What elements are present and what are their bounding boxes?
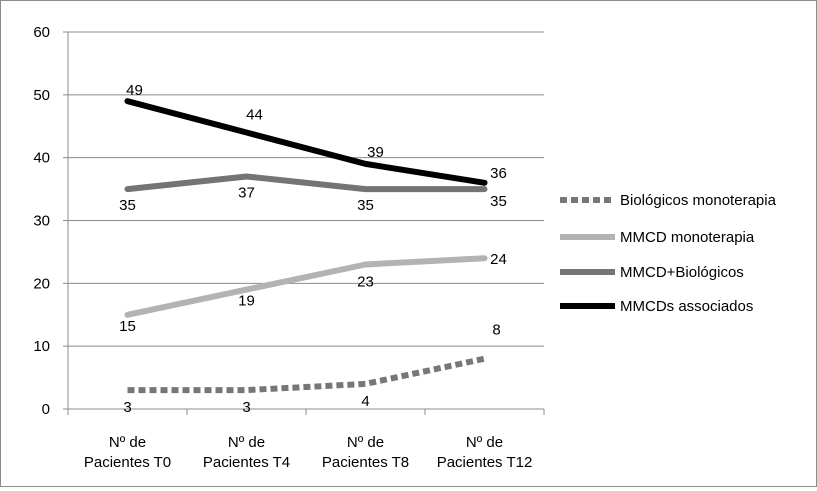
y-tick-label: 60 [33,24,50,41]
x-tick-label: Pacientes T0 [84,454,171,471]
y-tick-label: 20 [33,275,50,292]
y-tick-label: 30 [33,213,50,230]
x-tick-label: Nº de [109,434,146,451]
series-lines [124,98,488,394]
x-tick-label: Nº de [466,434,503,451]
data-label: 35 [119,197,136,214]
data-label: 37 [238,185,255,202]
data-label: 35 [357,197,374,214]
series-line [124,98,488,186]
y-tick-label: 40 [33,150,50,167]
series-line [124,173,488,193]
data-label: 15 [119,318,136,335]
y-tick-label: 0 [42,401,50,418]
data-label: 39 [367,144,384,161]
data-label: 44 [246,107,263,124]
y-tick-label: 50 [33,87,50,104]
legend: Biológicos monoterapia MMCD monoterapia MM… [560,192,777,315]
legend-label: Biológicos monoterapia [620,192,777,209]
y-axis: 0 10 20 30 40 50 60 [33,24,69,418]
data-label: 19 [238,293,255,310]
series-line [127,355,486,394]
data-label: 24 [490,251,507,268]
x-tick-label: Pacientes T12 [437,454,533,471]
gridlines [68,31,544,347]
data-label: 3 [123,399,131,416]
data-labels: 3 3 4 8 15 19 23 24 35 37 35 35 49 44 39 36 [119,82,507,416]
data-label: 49 [126,82,143,99]
legend-label: MMCD monoterapia [620,229,755,246]
x-tick-label: Nº de [228,434,265,451]
data-label: 8 [492,322,500,339]
x-tick-label: Nº de [347,434,384,451]
legend-label: MMCD+Biológicos [620,264,744,281]
data-label: 35 [490,193,507,210]
x-tick-label: Pacientes T8 [322,454,409,471]
y-tick-label: 10 [33,338,50,355]
data-label: 23 [357,273,374,290]
x-axis: Nº de Pacientes T0 Nº de Pacientes T4 Nº de P… [67,408,545,471]
data-label: 4 [361,393,369,410]
series-line [124,255,488,318]
data-label: 3 [242,399,250,416]
data-label: 36 [490,165,507,182]
x-tick-label: Pacientes T4 [203,454,290,471]
legend-label: MMCDs associados [620,298,753,315]
